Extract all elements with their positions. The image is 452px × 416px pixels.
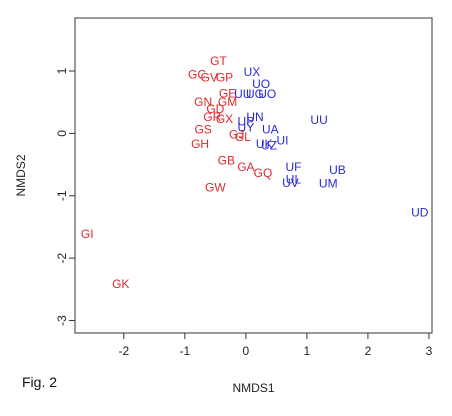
point-label-ub: UB (329, 163, 346, 177)
point-label-uk: UK (256, 137, 273, 151)
point-label-uv: UV (282, 176, 299, 190)
point-label-gw: GW (205, 180, 226, 194)
point-label-ge: GE (219, 86, 236, 100)
x-tick-label: -1 (180, 344, 191, 358)
point-label-gl: GL (235, 130, 251, 144)
y-axis-title: NMDS2 (14, 154, 28, 196)
point-label-ud: UD (411, 205, 429, 219)
point-label-gv: GV (201, 71, 218, 85)
point-label-gs: GS (194, 122, 211, 136)
point-label-up: UP (238, 114, 255, 128)
point-label-gk: GK (112, 277, 129, 291)
x-tick-label: 2 (365, 344, 372, 358)
point-label-uz: UZ (261, 139, 277, 153)
point-label-ux: UX (244, 65, 261, 79)
point-label-gp: GP (216, 71, 233, 85)
x-tick-label: 0 (243, 344, 250, 358)
point-label-ul: UL (286, 172, 302, 186)
x-tick-label: -2 (118, 344, 129, 358)
x-tick-label: 3 (426, 344, 433, 358)
y-tick-label: 1 (55, 67, 69, 74)
point-label-ga: GA (237, 160, 254, 174)
point-label-uy: UY (238, 121, 255, 135)
point-label-ug: UG (246, 87, 264, 101)
x-tick-label: 1 (304, 344, 311, 358)
point-label-gq: GQ (254, 166, 273, 180)
y-tick-label: -1 (55, 190, 69, 201)
point-label-gh: GH (191, 137, 209, 151)
point-label-gm: GM (218, 95, 237, 109)
point-label-gc: GC (188, 68, 206, 82)
point-label-gb: GB (218, 154, 235, 168)
point-label-ua: UA (262, 122, 279, 136)
point-label-gx: GX (216, 112, 233, 126)
point-label-uo: UO (252, 77, 270, 91)
y-tick-label: 0 (55, 130, 69, 137)
point-label-uu: UU (234, 87, 251, 101)
point-label-uf: UF (285, 160, 301, 174)
plot-frame (74, 17, 433, 334)
point-label-gt: GT (210, 54, 227, 68)
y-tick-label: -2 (55, 252, 69, 263)
y-tick-label: -3 (55, 315, 69, 326)
point-label-gi: GI (81, 227, 94, 241)
point-label-gn: GN (194, 95, 212, 109)
x-axis-title: NMDS1 (232, 381, 274, 395)
point-label-um: UM (319, 177, 338, 191)
figure-caption: Fig. 2 (22, 374, 58, 390)
point-label-uo: UO (258, 87, 276, 101)
point-label-un: UN (246, 110, 263, 124)
point-label-gr: GR (203, 110, 221, 124)
point-label-ui: UI (276, 134, 288, 148)
point-label-gd: GD (206, 102, 224, 116)
point-label-gj: GJ (229, 127, 244, 141)
y-axis: -3 -2 -1 0 1 (55, 67, 75, 326)
x-axis: -2 -1 0 1 2 3 (118, 333, 433, 358)
point-label-uu: UU (310, 113, 327, 127)
